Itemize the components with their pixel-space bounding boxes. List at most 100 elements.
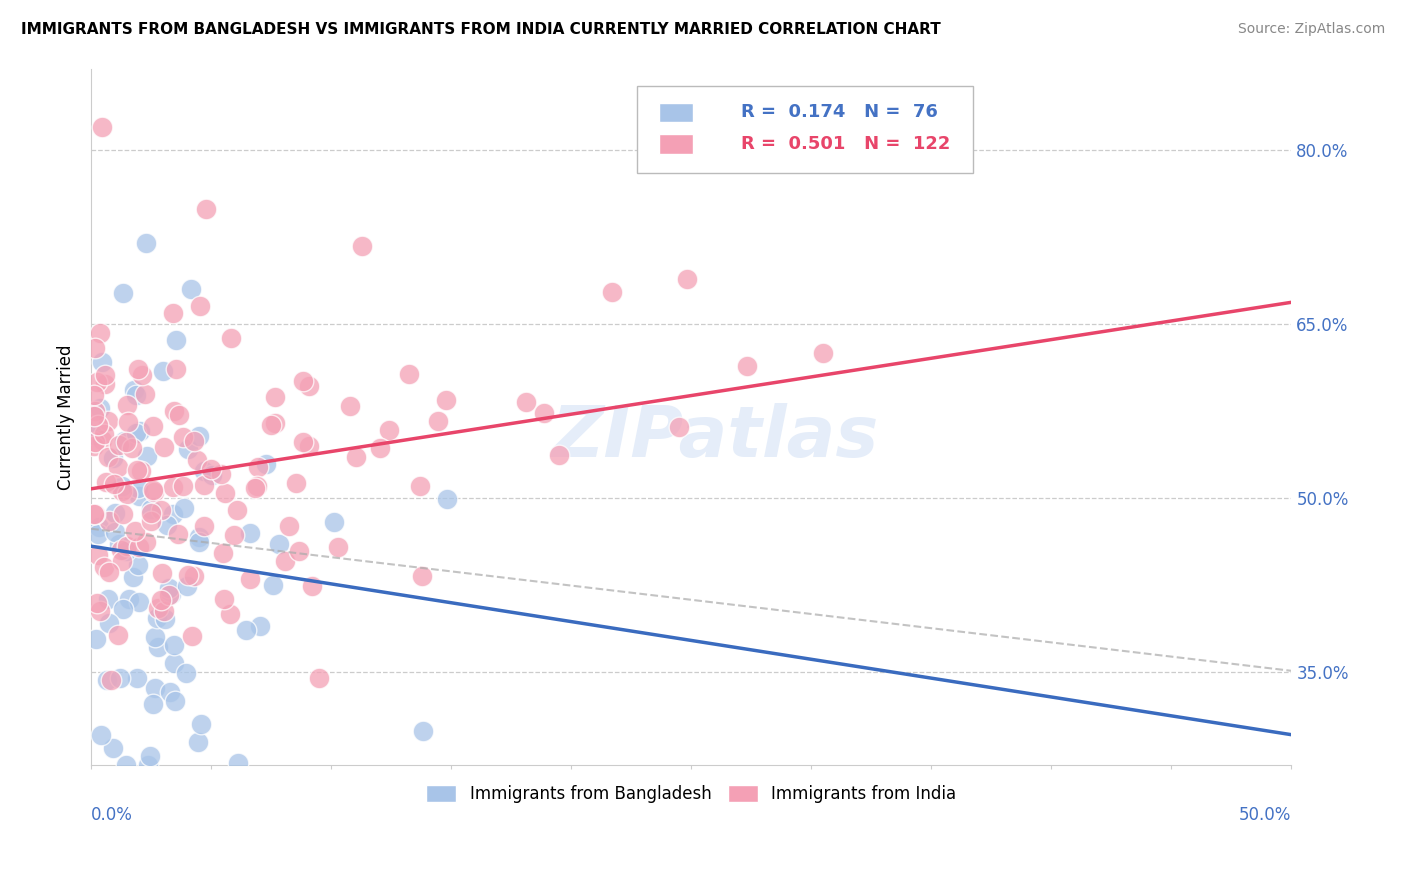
Point: [339, 400, 361, 414]
Point: [86, 418, 108, 433]
Point: [127, 671, 149, 685]
Point: [434, 392, 457, 407]
Point: [89, 604, 111, 618]
Point: [209, 467, 232, 481]
Point: [173, 501, 195, 516]
Point: [124, 524, 146, 538]
FancyBboxPatch shape: [659, 103, 693, 122]
Point: [149, 592, 172, 607]
Point: [98, 514, 121, 528]
Point: [91, 120, 114, 134]
Point: [162, 480, 184, 494]
Text: IMMIGRANTS FROM BANGLADESH VS IMMIGRANTS FROM INDIA CURRENTLY MARRIED CORRELATIO: IMMIGRANTS FROM BANGLADESH VS IMMIGRANTS…: [21, 22, 941, 37]
Point: [308, 671, 330, 685]
Point: [243, 481, 266, 495]
Point: [122, 569, 145, 583]
Point: [98, 565, 121, 579]
Point: [163, 694, 186, 708]
Point: [127, 481, 149, 495]
Point: [138, 758, 160, 772]
Point: [214, 486, 236, 500]
Point: [412, 723, 434, 738]
Text: 50.0%: 50.0%: [1239, 806, 1292, 824]
Point: [212, 546, 235, 560]
Point: [115, 758, 138, 772]
Point: [96, 673, 118, 687]
Point: [411, 569, 433, 583]
Point: [377, 423, 399, 437]
Text: 0.0%: 0.0%: [91, 806, 134, 824]
Point: [326, 540, 349, 554]
Point: [97, 450, 120, 464]
Point: [193, 519, 215, 533]
Point: [301, 579, 323, 593]
Point: [278, 518, 301, 533]
Point: [93, 560, 115, 574]
Point: [811, 346, 834, 360]
Point: [128, 489, 150, 503]
Point: [86, 596, 108, 610]
Point: [352, 238, 374, 252]
Point: [104, 524, 127, 539]
Point: [93, 368, 115, 382]
Point: [125, 425, 148, 440]
Point: [200, 461, 222, 475]
Point: [177, 568, 200, 582]
Point: [84, 404, 107, 418]
Point: [246, 479, 269, 493]
Point: [108, 438, 131, 452]
Point: [83, 507, 105, 521]
Point: [263, 390, 285, 404]
Point: [86, 375, 108, 389]
Point: [201, 468, 224, 483]
Point: [104, 506, 127, 520]
Point: [83, 428, 105, 442]
Point: [115, 544, 138, 558]
Text: ZIPatlas: ZIPatlas: [551, 403, 879, 473]
Point: [159, 684, 181, 698]
Point: [162, 305, 184, 319]
Point: [156, 517, 179, 532]
Point: [181, 629, 204, 643]
Point: [93, 427, 115, 442]
Point: [193, 464, 215, 478]
Point: [153, 440, 176, 454]
Point: [127, 361, 149, 376]
Point: [111, 285, 134, 300]
Point: [163, 404, 186, 418]
Point: [212, 591, 235, 606]
Point: [89, 401, 111, 416]
Point: [98, 616, 121, 631]
Point: [115, 434, 138, 449]
Point: [188, 300, 211, 314]
Point: [94, 377, 117, 392]
Point: [94, 475, 117, 489]
Point: [368, 442, 391, 456]
Point: [186, 452, 208, 467]
Point: [235, 623, 257, 637]
Point: [111, 483, 134, 498]
Point: [101, 450, 124, 465]
Point: [222, 528, 245, 542]
Point: [97, 414, 120, 428]
Point: [86, 632, 108, 647]
Point: [153, 604, 176, 618]
Point: [142, 483, 165, 498]
Point: [226, 756, 249, 771]
Point: [166, 527, 188, 541]
Point: [125, 463, 148, 477]
Point: [676, 271, 699, 285]
Point: [152, 566, 174, 580]
Point: [90, 728, 112, 742]
Point: [254, 457, 277, 471]
Point: [135, 449, 157, 463]
Point: [135, 235, 157, 250]
Point: [112, 602, 135, 616]
Point: [157, 588, 180, 602]
Text: R =  0.174   N =  76: R = 0.174 N = 76: [741, 103, 938, 121]
Point: [188, 429, 211, 443]
Point: [107, 628, 129, 642]
Point: [262, 578, 284, 592]
Point: [225, 502, 247, 516]
Point: [398, 368, 420, 382]
